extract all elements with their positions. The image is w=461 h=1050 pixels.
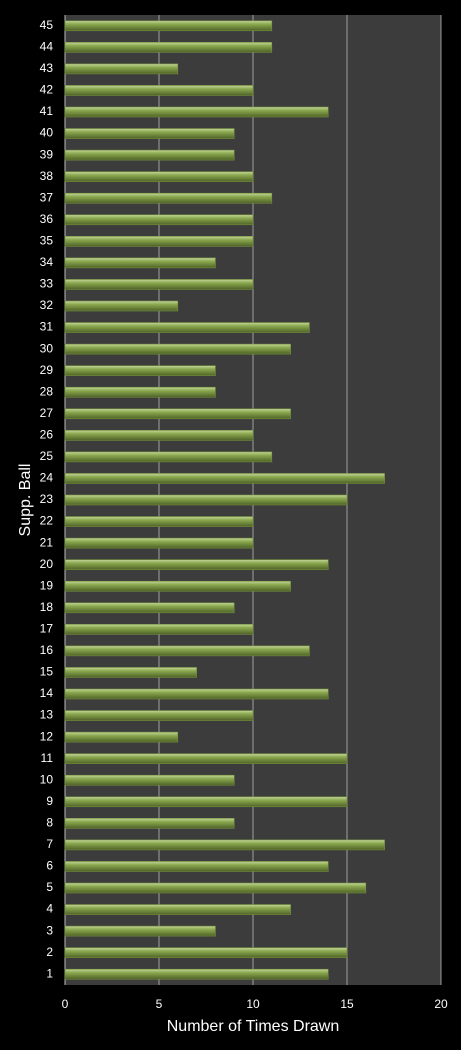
bar [64, 645, 310, 657]
y-tick-label: 44 [40, 40, 54, 54]
y-tick-label: 27 [40, 406, 54, 420]
y-tick-label: 20 [40, 557, 54, 571]
y-tick-label: 23 [40, 492, 54, 506]
bar [64, 257, 216, 269]
y-tick-label: 11 [41, 751, 54, 765]
bar [64, 322, 310, 333]
y-tick-label: 5 [46, 880, 53, 894]
y-tick-label: 21 [40, 535, 54, 549]
y-tick-label: 17 [40, 622, 54, 636]
bar [64, 688, 329, 700]
y-tick-label: 19 [40, 578, 54, 592]
bar [64, 430, 254, 441]
bar [64, 451, 273, 463]
y-tick-label: 9 [46, 794, 53, 808]
y-tick-label: 39 [40, 147, 54, 161]
y-tick-label: 36 [40, 212, 54, 226]
bar [64, 343, 291, 355]
bar [64, 710, 254, 721]
bar [64, 365, 216, 376]
y-tick-label: 8 [46, 816, 53, 830]
y-tick-label: 14 [40, 686, 54, 700]
bar [64, 473, 385, 484]
y-tick-label: 40 [40, 126, 54, 140]
bar [64, 839, 385, 851]
bar [64, 128, 235, 139]
bar [64, 667, 197, 678]
y-tick-label: 7 [46, 837, 53, 851]
y-tick-label: 32 [40, 298, 54, 312]
y-tick-label: 24 [40, 471, 54, 485]
bar [64, 106, 329, 118]
bar [64, 861, 329, 872]
y-tick-label: 10 [40, 772, 54, 786]
bar [64, 236, 254, 247]
bar [64, 774, 235, 786]
y-axis-label: Supp. Ball [17, 464, 34, 537]
bar [64, 580, 291, 592]
y-tick-label: 37 [40, 190, 54, 204]
y-tick-label: 25 [40, 449, 54, 463]
bar [64, 192, 273, 204]
x-tick-label: 0 [62, 997, 69, 1011]
y-tick-label: 43 [40, 61, 54, 75]
y-tick-label: 6 [46, 859, 53, 873]
y-tick-label: 16 [40, 643, 54, 657]
y-tick-label: 18 [40, 600, 54, 614]
bar [64, 85, 254, 96]
bar [64, 494, 348, 506]
bar [64, 42, 273, 53]
y-tick-label: 31 [40, 320, 54, 334]
y-tick-label: 34 [40, 255, 54, 269]
y-tick-label: 38 [40, 169, 54, 183]
x-tick-label: 15 [340, 997, 354, 1011]
bar [64, 559, 329, 570]
bar [64, 20, 273, 32]
y-tick-label: 15 [40, 665, 54, 679]
bar [64, 279, 254, 290]
bar [64, 602, 235, 614]
bar [64, 882, 367, 894]
y-tick-label: 42 [40, 83, 54, 97]
y-tick-label: 28 [40, 384, 54, 398]
y-tick-label: 41 [40, 104, 54, 118]
y-tick-label: 29 [40, 363, 54, 377]
y-tick-label: 3 [46, 923, 53, 937]
x-axis-label: Number of Times Drawn [167, 1018, 340, 1035]
bar [64, 214, 254, 226]
bar [64, 516, 254, 527]
y-tick-label: 35 [40, 234, 54, 248]
bar [64, 537, 254, 549]
y-tick-label: 1 [46, 966, 53, 980]
y-tick-label: 33 [40, 277, 54, 291]
y-tick-label: 22 [40, 514, 54, 528]
y-tick-label: 13 [40, 708, 54, 722]
bar [64, 968, 329, 980]
bar [64, 408, 291, 420]
y-tick-label: 4 [46, 902, 53, 916]
bar [64, 796, 348, 808]
x-tick-label: 20 [434, 997, 448, 1011]
y-tick-label: 12 [40, 729, 54, 743]
bar [64, 171, 254, 182]
bar [64, 149, 235, 161]
x-tick-label: 5 [156, 997, 163, 1011]
bar [64, 731, 179, 743]
bar [64, 818, 235, 829]
y-tick-label: 2 [46, 945, 53, 959]
y-tick-label: 26 [40, 428, 54, 442]
bar [64, 947, 348, 958]
bar [64, 753, 348, 764]
bar [64, 904, 291, 915]
y-tick-label: 30 [40, 341, 54, 355]
bar [64, 925, 216, 937]
y-tick-label: 45 [40, 18, 54, 32]
bar [64, 300, 179, 312]
bar [64, 386, 216, 398]
bar [64, 63, 179, 75]
x-tick-label: 10 [246, 997, 260, 1011]
bar [64, 624, 254, 635]
